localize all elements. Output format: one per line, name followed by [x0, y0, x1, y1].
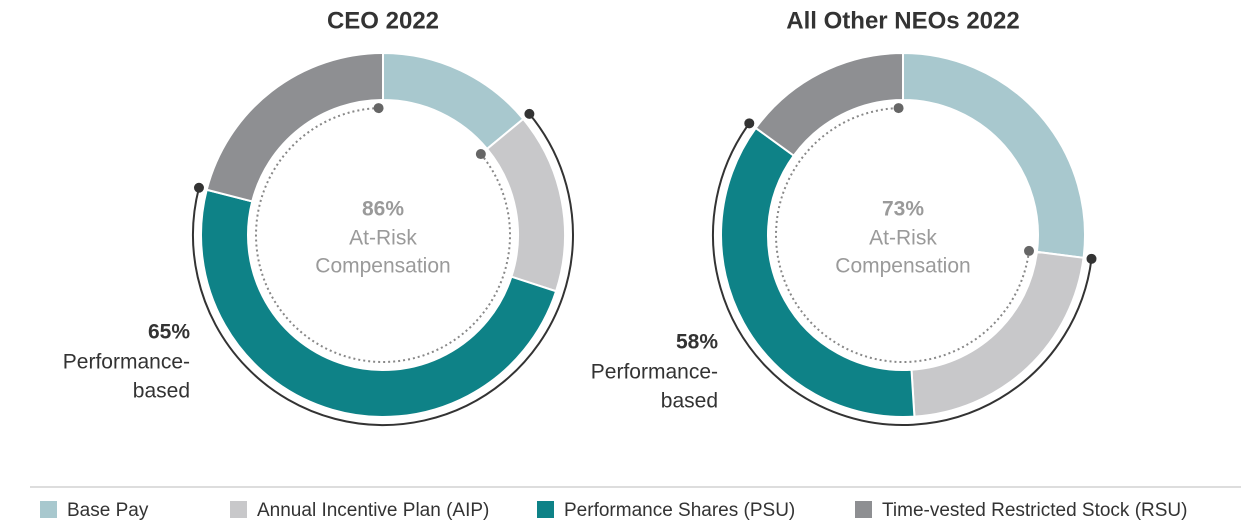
at-risk-text: Compensation: [315, 255, 450, 278]
arc-end-dot: [193, 182, 204, 193]
performance-text: Performance-: [591, 361, 718, 384]
at-risk-value: 73%: [882, 198, 924, 221]
arc-end-dot: [373, 103, 384, 114]
performance-text: based: [133, 380, 190, 403]
chart-title: CEO 2022: [327, 7, 439, 34]
legend-swatch: [230, 501, 247, 518]
at-risk-arc: [775, 107, 1030, 363]
at-risk-arc: [255, 107, 511, 363]
legend-label: Performance Shares (PSU): [564, 500, 795, 521]
legend-swatch: [537, 501, 554, 518]
donut-segment: [720, 126, 916, 418]
performance-text: based: [661, 390, 718, 413]
at-risk-value: 86%: [362, 198, 404, 221]
donut-segment: [382, 51, 525, 151]
arc-end-dot: [524, 108, 535, 119]
legend-label: Time-vested Restricted Stock (RSU): [882, 500, 1187, 521]
at-risk-text: At-Risk: [349, 227, 417, 250]
arc-end-dot: [744, 118, 755, 129]
performance-text: Performance-: [63, 351, 190, 374]
legend-swatch: [855, 501, 872, 518]
performance-arc: [712, 122, 1093, 426]
donut-segment: [754, 51, 904, 158]
performance-value: 65%: [148, 321, 190, 344]
arc-end-dot: [893, 103, 904, 114]
performance-arc: [192, 113, 574, 426]
arc-end-dot: [475, 149, 486, 160]
arc-end-dot: [1086, 253, 1097, 264]
legend-label: Base Pay: [67, 500, 149, 521]
legend-label: Annual Incentive Plan (AIP): [257, 500, 489, 521]
donut-segment: [200, 188, 558, 418]
chart-title: All Other NEOs 2022: [786, 7, 1019, 34]
at-risk-text: At-Risk: [869, 227, 937, 250]
legend-swatch: [40, 501, 57, 518]
arc-end-dot: [1023, 245, 1034, 256]
at-risk-text: Compensation: [835, 255, 970, 278]
donut-segment: [485, 117, 566, 293]
performance-value: 58%: [676, 331, 718, 354]
donut-segment: [205, 51, 384, 203]
